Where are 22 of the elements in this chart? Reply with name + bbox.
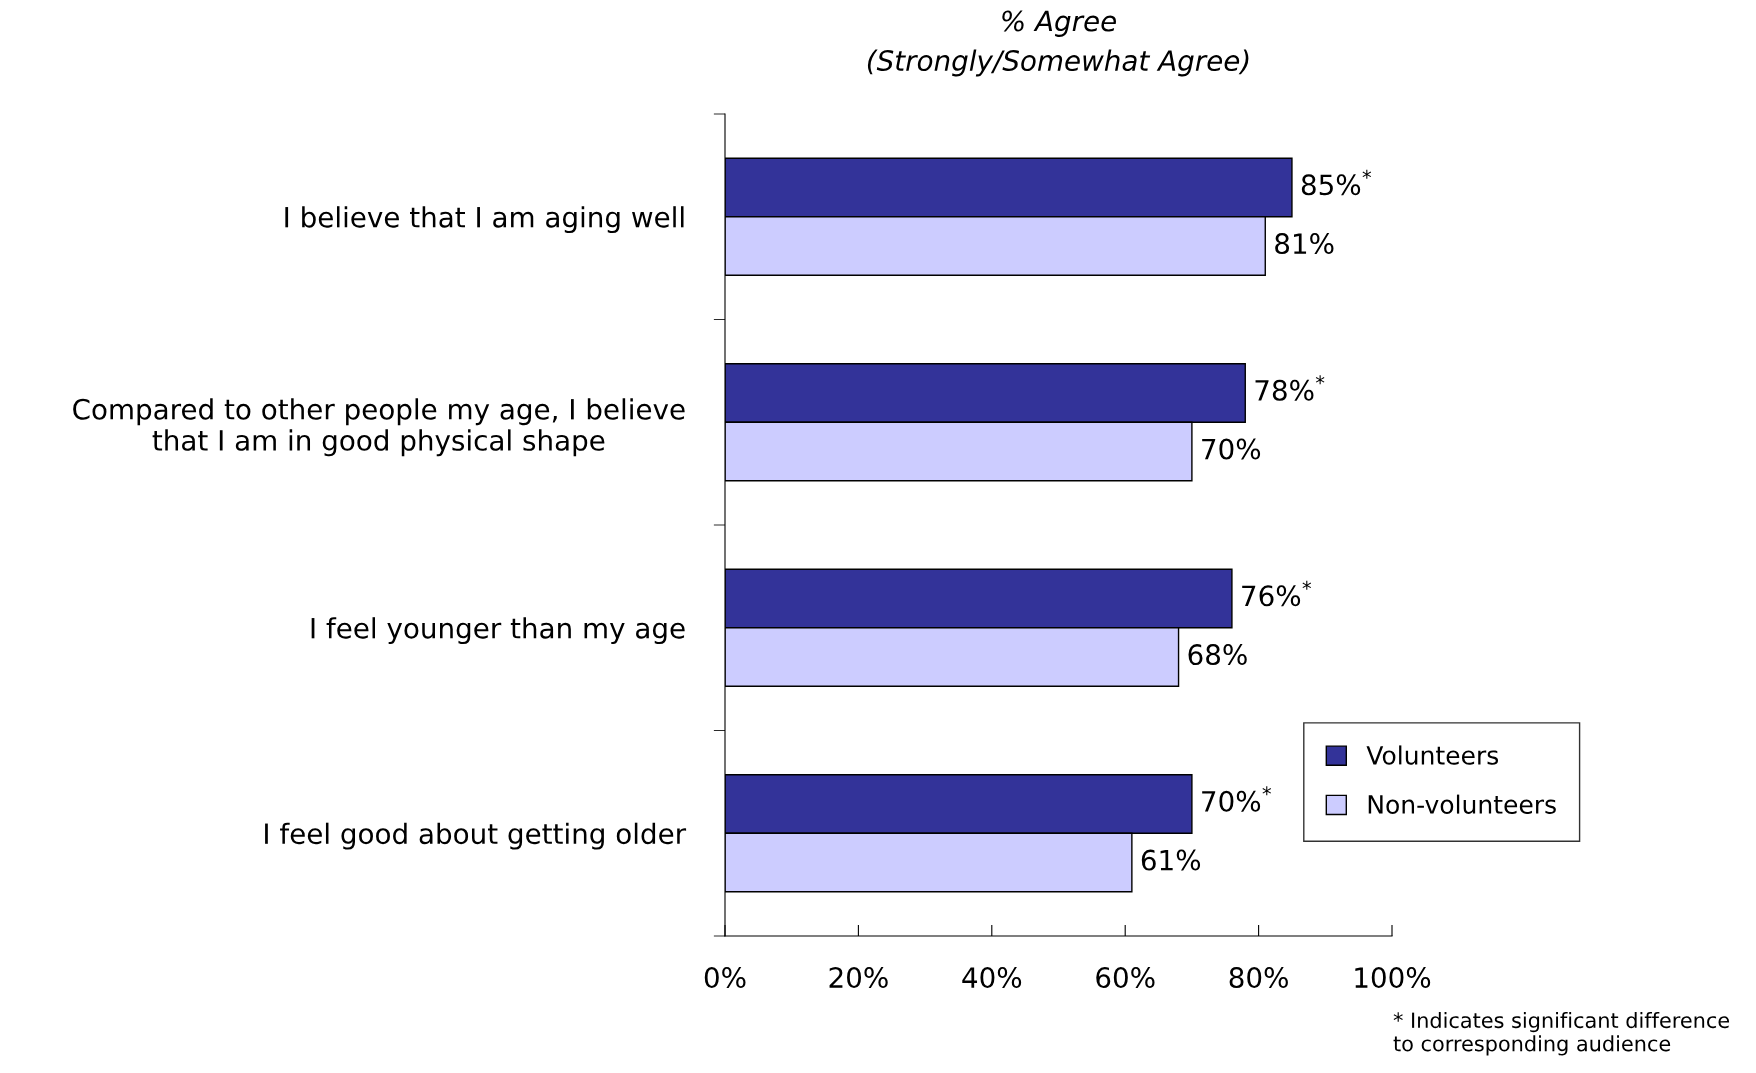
y-tick-label: I believe that I am aging well [285,206,684,234]
x-tick-label: 80% [1229,967,1288,989]
x-tick-label: 0% [704,967,746,989]
data-label: 81% [1275,233,1334,255]
data-label: 78%$^{*}$ [1255,375,1325,401]
y-tick-label: Compared to other people my age, I believe that I am in good physical shape [73,398,685,457]
x-tick-label: 20% [829,967,888,989]
data-label: 76%$^{*}$ [1242,580,1312,607]
data-label: 85%$^{*}$ [1301,169,1372,196]
x-tick-label: 100% [1355,967,1431,989]
y-tick-label: I feel younger than my age [311,617,685,645]
y-tick-label: I feel good about getting older [265,822,687,850]
legend-label: Volunteers [1366,745,1499,765]
legend-label: Non-volunteers [1368,794,1556,814]
text: * Indicates significant difference to corresponding audience [1393,1012,1730,1056]
data-label: 61% [1141,849,1201,871]
data-label: 70% [1202,438,1261,460]
chart-title: % Agree (Strongly/Somewhat Agree) [867,10,1249,77]
x-tick-label: 60% [1096,967,1155,989]
x-tick-label: 40% [962,967,1022,989]
data-label: 70%$^{*}$ [1202,786,1272,812]
data-label: 68% [1188,644,1247,666]
